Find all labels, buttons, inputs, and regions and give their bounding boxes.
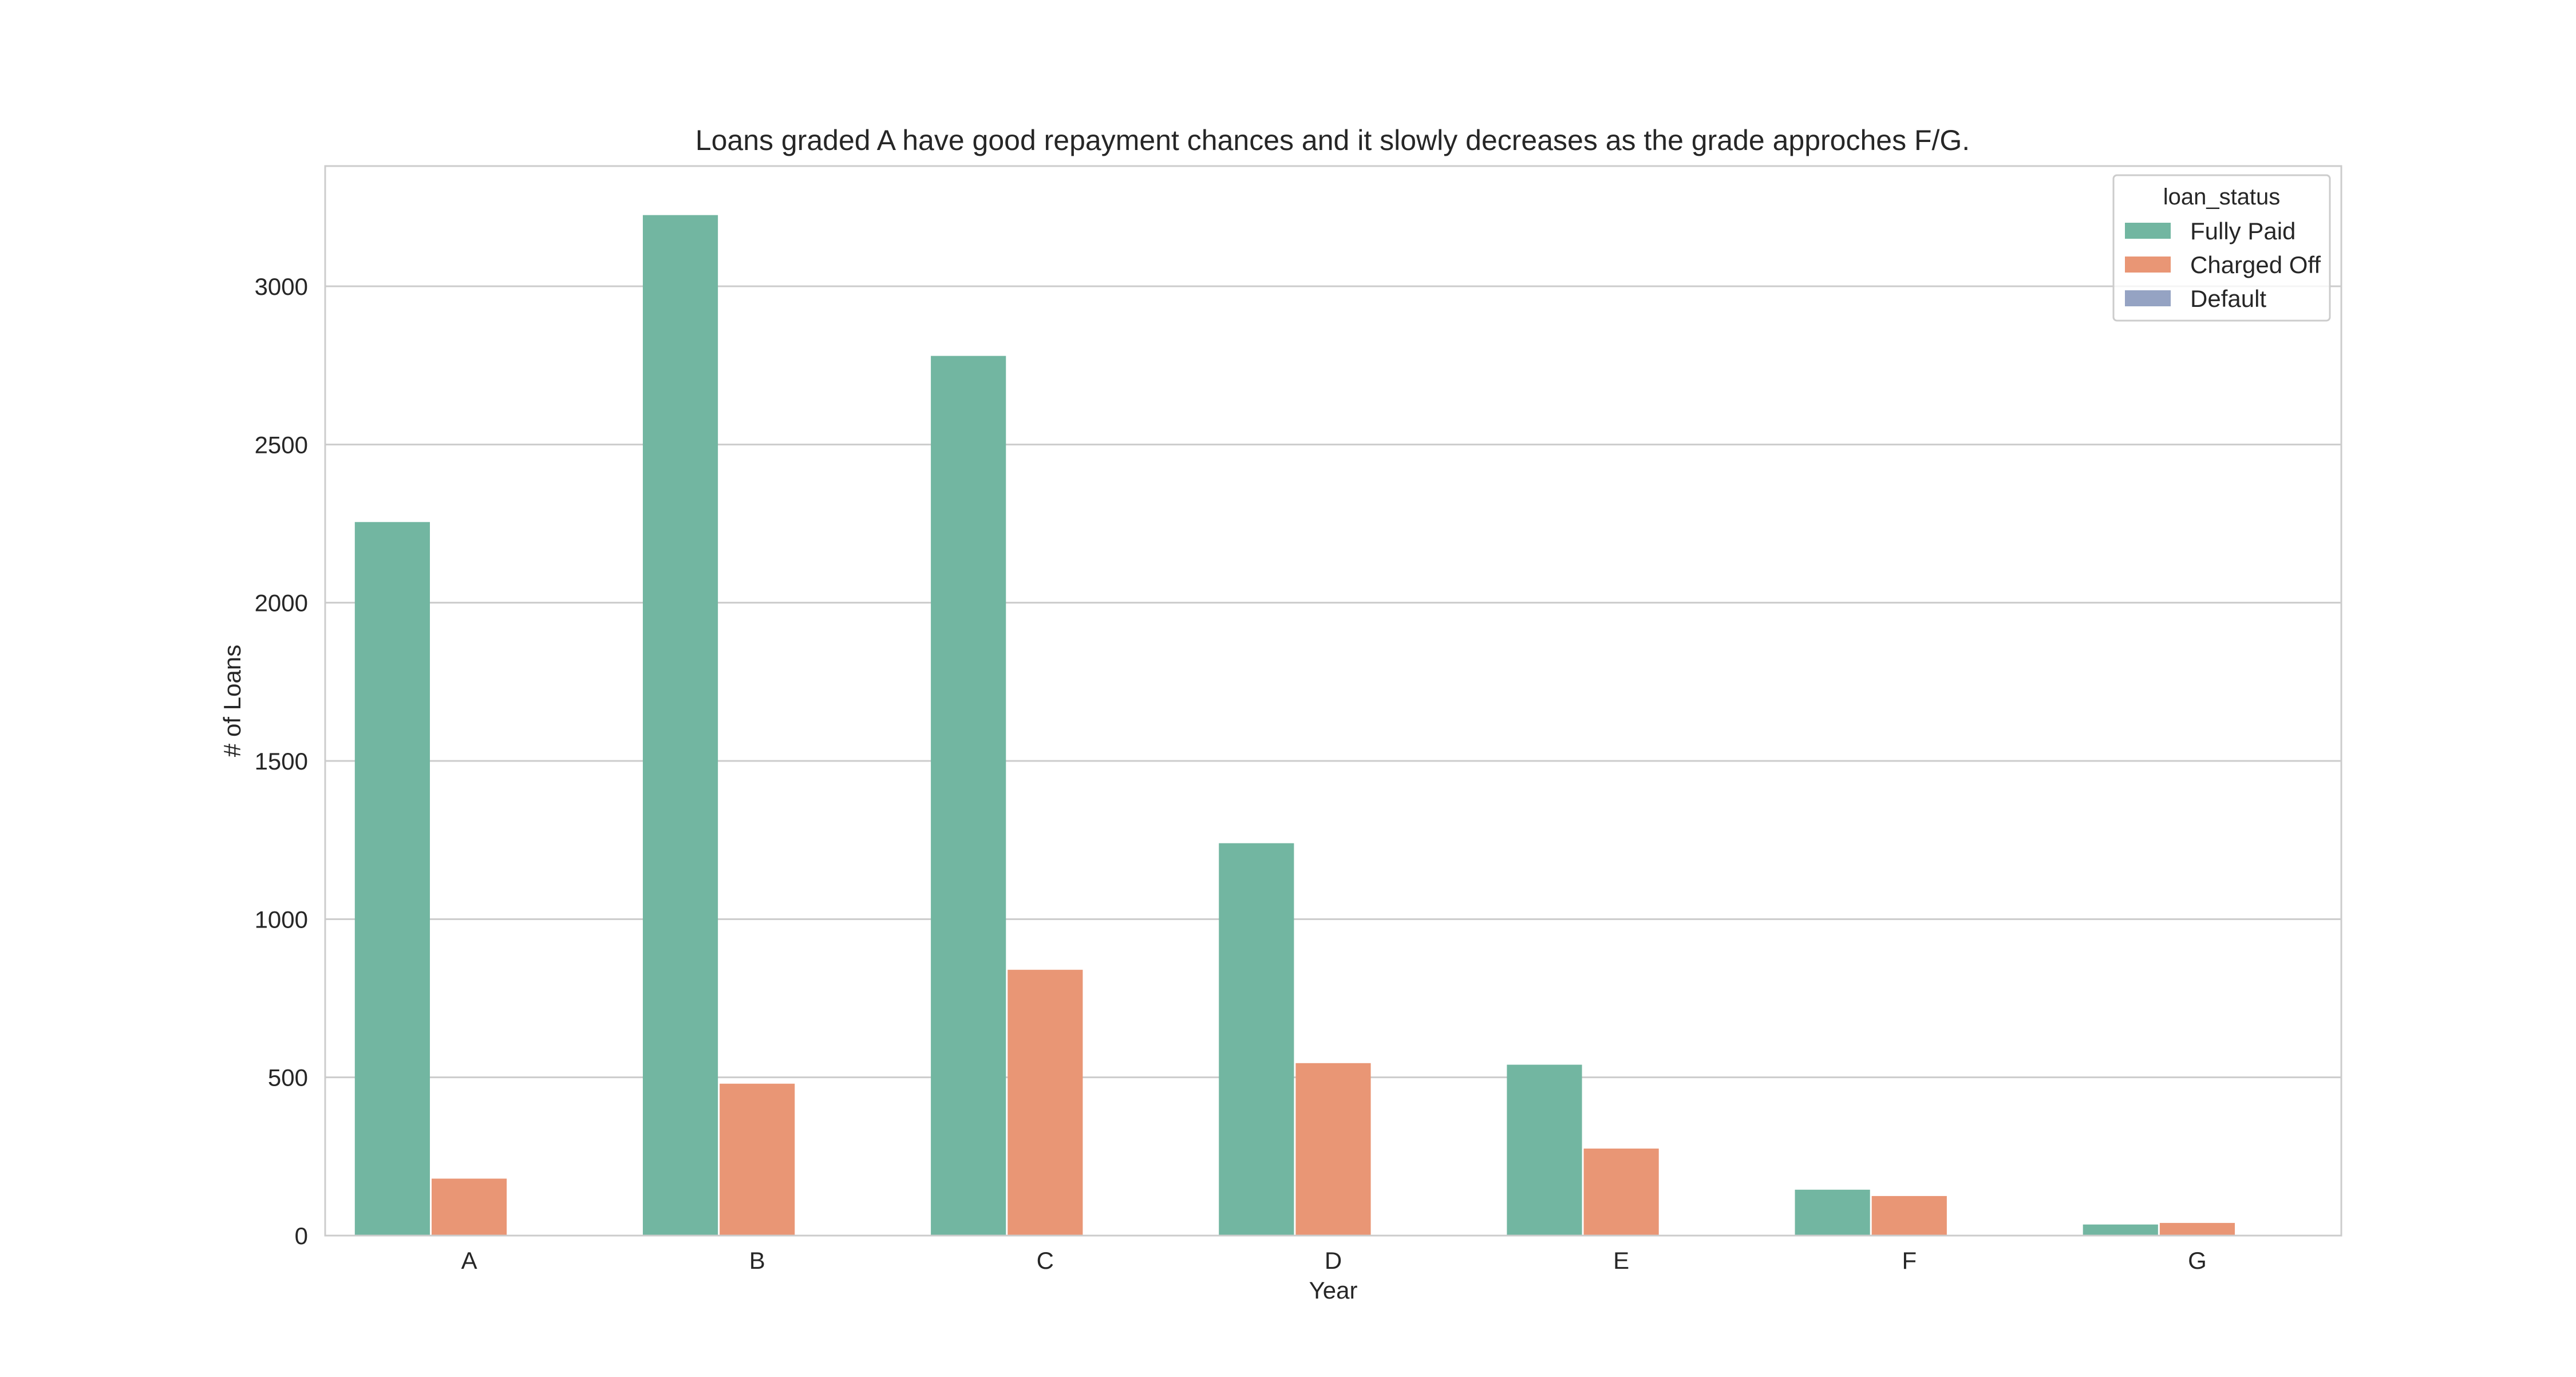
bar-charged-off [1871, 1195, 1947, 1236]
bar-fully-paid [1507, 1064, 1582, 1236]
x-tick-label: F [1902, 1247, 1917, 1274]
y-tick-label: 0 [295, 1222, 308, 1249]
legend-box [2112, 174, 2331, 322]
legend-items: Fully Paid Charged Off Default [2125, 218, 2321, 312]
y-axis-label: # of Loans [219, 645, 246, 757]
plot-frame [324, 165, 2342, 1237]
x-tick-label: A [461, 1247, 477, 1274]
legend-label: Charged Off [2190, 251, 2321, 278]
bar-fully-paid [354, 522, 430, 1236]
bar-fully-paid [1795, 1189, 1870, 1236]
bar-fully-paid [931, 356, 1006, 1236]
gridlines [325, 285, 2341, 1079]
chart-title: Loans graded A have good repayment chanc… [696, 124, 1970, 156]
y-tick-label: 2000 [255, 590, 308, 617]
legend-swatch [2125, 257, 2171, 273]
bars [354, 215, 2235, 1236]
bar-charged-off [1008, 969, 1083, 1236]
y-tick-label: 1000 [255, 906, 308, 933]
bar-charged-off [2159, 1222, 2235, 1236]
x-axis-label: Year [1309, 1277, 1358, 1304]
bar-fully-paid [1219, 843, 1294, 1236]
bar-charged-off [1583, 1149, 1659, 1236]
x-tick-label: B [749, 1247, 765, 1274]
legend-swatch [2125, 223, 2171, 239]
x-tick-label: E [1613, 1247, 1629, 1274]
bar-charged-off [1295, 1063, 1371, 1236]
bar-fully-paid [2083, 1224, 2158, 1236]
bar-charged-off [431, 1178, 507, 1236]
legend-label: Fully Paid [2190, 218, 2296, 244]
legend: loan_status Fully Paid Charged Off Default [2112, 174, 2331, 322]
bar-charged-off [720, 1083, 795, 1236]
bar-fully-paid [642, 215, 718, 1236]
y-axis-ticks: 0 500 1000 1500 2000 2500 3000 [255, 273, 308, 1249]
y-tick-label: 2500 [255, 431, 308, 458]
y-tick-label: 500 [268, 1064, 308, 1091]
legend-label: Default [2190, 285, 2266, 312]
x-tick-label: D [1325, 1247, 1342, 1274]
y-tick-label: 1500 [255, 748, 308, 775]
legend-title: loan_status [2163, 184, 2281, 210]
x-tick-label: C [1037, 1247, 1054, 1274]
legend-swatch [2125, 290, 2171, 306]
y-tick-label: 3000 [255, 273, 308, 300]
x-axis-ticks: A B C D E F G [461, 1247, 2207, 1274]
x-tick-label: G [2188, 1247, 2207, 1274]
